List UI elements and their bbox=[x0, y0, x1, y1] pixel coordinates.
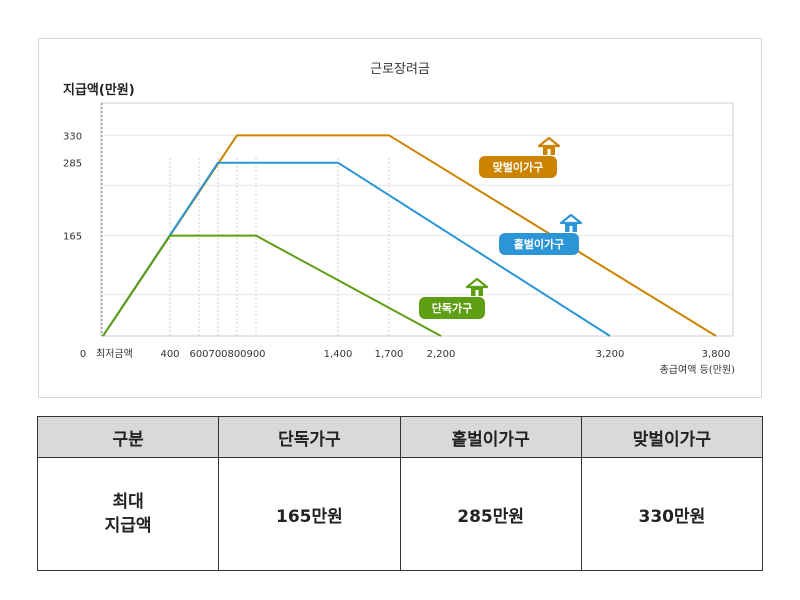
value-dual-earner: 330만원 bbox=[580, 457, 764, 571]
header-dual-earner: 맞벌이가구 bbox=[580, 416, 764, 458]
series-label-box bbox=[479, 156, 557, 178]
x-tick-label: 600 bbox=[189, 349, 208, 360]
series-label-box bbox=[419, 297, 485, 319]
x-tick-label: 1,400 bbox=[324, 349, 353, 360]
x-tick-label: 3,200 bbox=[596, 349, 625, 360]
plot-area bbox=[100, 102, 734, 337]
x-tick-label: 800 bbox=[227, 349, 246, 360]
x-tick-label: 0 bbox=[80, 349, 86, 360]
y-axis-label: 지급액(만원) bbox=[63, 82, 135, 98]
table-row: 최대 지급액 165만원 285만원 330만원 bbox=[36, 457, 764, 571]
x-tick-label: 900 bbox=[246, 349, 265, 360]
y-tick-label: 285 bbox=[63, 159, 82, 170]
x-axis-label: 총급여액 등(만원) bbox=[660, 364, 735, 376]
house-icon bbox=[547, 149, 551, 155]
y-tick-label: 165 bbox=[63, 232, 82, 243]
x-tick-label: 최저금액 bbox=[96, 348, 133, 360]
series-label: 단독가구 bbox=[432, 301, 472, 315]
value-single-earner: 285만원 bbox=[399, 457, 582, 571]
header-single: 단독가구 bbox=[218, 416, 401, 458]
series-label: 홑벌이가구 bbox=[514, 237, 565, 251]
x-tick-label: 700 bbox=[208, 349, 227, 360]
series-line-2 bbox=[102, 234, 442, 337]
series-label-box bbox=[499, 233, 579, 255]
house-icon bbox=[475, 290, 479, 296]
y-tick-label: 330 bbox=[63, 131, 82, 142]
x-tick-label: 400 bbox=[160, 349, 179, 360]
header-single-earner: 홑벌이가구 bbox=[399, 416, 582, 458]
value-single: 165만원 bbox=[218, 457, 401, 571]
header-category: 구분 bbox=[36, 416, 220, 458]
x-tick-label: 2,200 bbox=[427, 349, 456, 360]
x-tick-label: 1,700 bbox=[375, 349, 404, 360]
summary-table: 구분 단독가구 홑벌이가구 맞벌이가구 최대 지급액 165만원 285만원 3… bbox=[36, 416, 764, 571]
house-icon bbox=[569, 226, 573, 232]
row-label-max-payment: 최대 지급액 bbox=[36, 457, 220, 571]
x-tick-label: 3,800 bbox=[702, 349, 731, 360]
table-header-row: 구분 단독가구 홑벌이가구 맞벌이가구 bbox=[36, 416, 764, 458]
series-label: 맞벌이가구 bbox=[493, 160, 544, 174]
chart-title: 근로장려금 bbox=[370, 62, 430, 77]
